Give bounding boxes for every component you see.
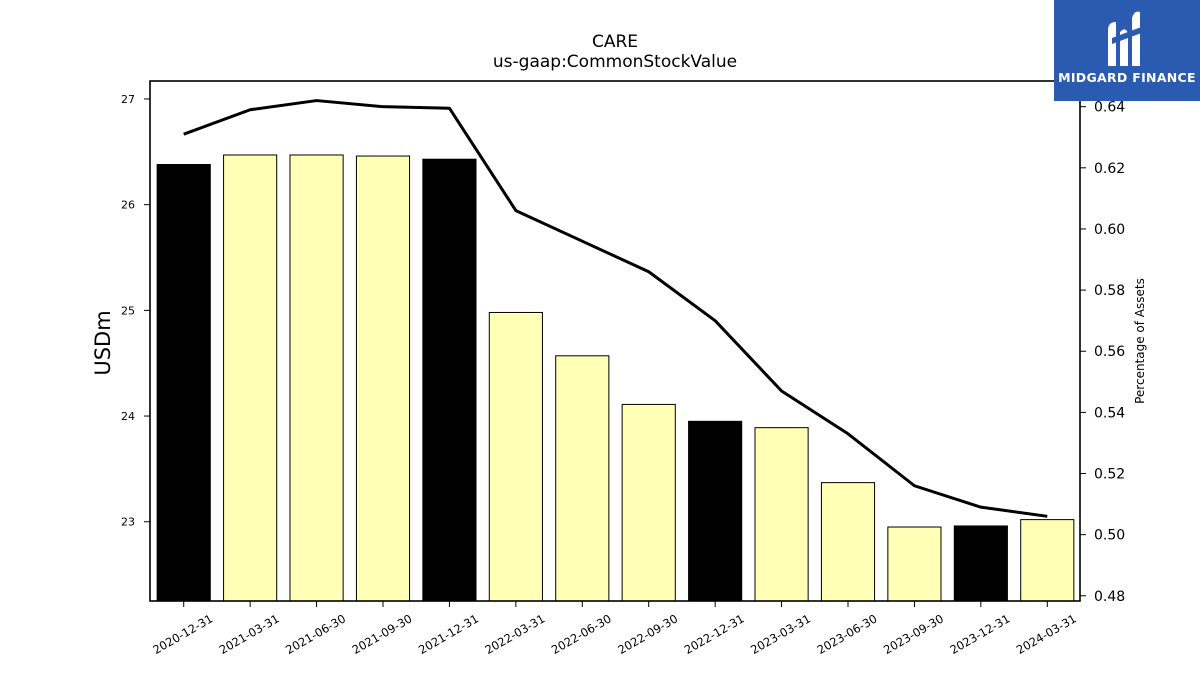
bar <box>555 355 610 602</box>
chart-title: CARE <box>591 32 639 52</box>
bar <box>953 525 1008 602</box>
bar <box>422 158 477 602</box>
y2-tick-label: 0.52 <box>1094 467 1125 483</box>
y2-tick-label: 0.48 <box>1094 589 1125 605</box>
y-tick-label: 23 <box>121 516 135 529</box>
y-tick-label: 27 <box>121 93 135 106</box>
x-tick-label: 2021-06-30 <box>283 611 348 657</box>
x-tick-label: 2020-12-31 <box>150 611 215 657</box>
x-tick-label: 2023-06-30 <box>815 611 880 657</box>
bar <box>754 427 809 602</box>
y-tick-label: 24 <box>121 410 135 423</box>
y2-tick-label: 0.50 <box>1094 528 1125 544</box>
brand-logo: MIDGARD FINANCE <box>1054 0 1200 101</box>
midgard-logo-icon <box>1108 11 1144 67</box>
y2-tick-label: 0.58 <box>1094 283 1125 299</box>
y-tick-label: 26 <box>121 199 135 212</box>
y2-tick-label: 0.62 <box>1094 161 1125 177</box>
x-tick-label: 2023-12-31 <box>947 611 1012 657</box>
x-tick-label: 2022-09-30 <box>615 611 680 657</box>
bar <box>688 420 743 602</box>
bar <box>621 403 676 602</box>
y-axis-label: USDm <box>91 310 115 375</box>
bar <box>1020 519 1075 602</box>
y2-tick-label: 0.60 <box>1094 222 1125 238</box>
x-tick-label: 2021-03-31 <box>217 611 282 657</box>
bar <box>289 154 344 602</box>
bar <box>820 482 876 602</box>
y2-tick-label: 0.54 <box>1094 405 1125 421</box>
bar <box>887 526 942 602</box>
x-tick-label: 2022-12-31 <box>682 611 747 657</box>
bar <box>488 311 543 602</box>
bar <box>223 154 278 602</box>
plot-frame <box>149 80 1081 602</box>
x-tick-label: 2023-09-30 <box>881 611 946 657</box>
bar <box>156 163 211 602</box>
x-tick-label: 2021-12-31 <box>416 611 481 657</box>
x-tick-label: 2022-03-31 <box>482 611 547 657</box>
logo-text: MIDGARD FINANCE <box>1058 70 1196 85</box>
chart-subtitle: us-gaap:CommonStockValue <box>492 52 738 72</box>
y2-axis-label: Percentage of Assets <box>1133 278 1147 404</box>
x-tick-label: 2024-03-31 <box>1014 611 1079 657</box>
bar <box>355 155 411 602</box>
percentage-line <box>183 99 1048 518</box>
y2-tick-label: 0.56 <box>1094 344 1125 360</box>
x-tick-label: 2021-09-30 <box>350 611 415 657</box>
y-tick-label: 25 <box>121 304 135 317</box>
x-tick-label: 2023-03-31 <box>748 611 813 657</box>
x-tick-label: 2022-06-30 <box>549 611 614 657</box>
y2-tick-label: 0.64 <box>1094 100 1125 116</box>
